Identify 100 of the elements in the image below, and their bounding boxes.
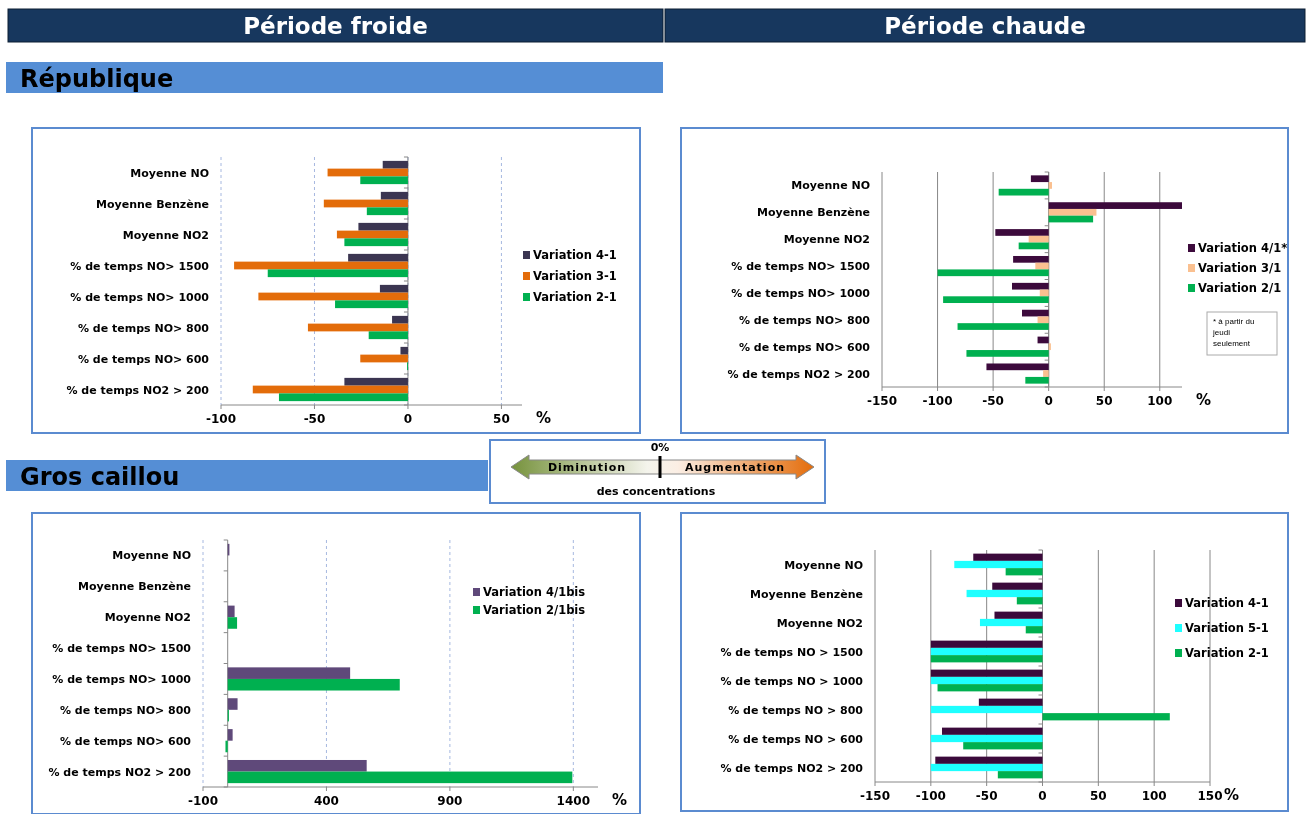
x-tick-label: -100 — [915, 789, 946, 803]
legend-label: Variation 3/1 — [1198, 261, 1282, 275]
x-tick-label: -50 — [975, 789, 998, 803]
y-tick-label: % de temps NO> 1500 — [731, 260, 871, 274]
chart-title: Gros caillou — [20, 463, 180, 491]
y-tick-label: Moyenne Benzène — [96, 197, 209, 211]
bar — [227, 771, 573, 784]
x-tick-label: 50 — [493, 412, 510, 426]
bar — [227, 698, 238, 710]
bar — [227, 729, 233, 741]
y-tick-label: % de temps NO2 > 200 — [720, 761, 864, 775]
legend-label: Variation 4-1 — [533, 248, 617, 262]
x-axis-title: % — [536, 409, 552, 427]
bar — [986, 363, 1049, 371]
x-tick-label: 50 — [1089, 789, 1107, 803]
legend-label: Variation 2/1bis — [483, 603, 586, 617]
legend-label: Variation 2-1 — [1185, 646, 1269, 660]
text: des concentrations — [596, 485, 716, 498]
text: Augmentation — [684, 461, 786, 474]
bar — [1035, 262, 1049, 270]
bar — [225, 740, 228, 753]
y-tick-label: % de temps NO > 600 — [728, 732, 864, 746]
y-tick-label: % de temps NO> 1000 — [70, 290, 210, 304]
chart-subtitle: Période chaude — [884, 13, 1086, 39]
y-tick-label: Moyenne NO2 — [783, 233, 870, 247]
bar — [998, 188, 1049, 196]
bar — [1048, 343, 1051, 351]
y-tick-label: Moyenne NO2 — [776, 616, 863, 630]
legend-label: Variation 2/1 — [1198, 281, 1282, 295]
legend-label: Variation 2-1 — [533, 290, 617, 304]
bar — [1048, 182, 1052, 189]
y-tick-label: Moyenne NO — [130, 166, 209, 180]
y-tick-label: Moyenne NO — [784, 558, 863, 572]
x-tick-label: 900 — [437, 794, 463, 808]
x-tick-label: 100 — [1141, 789, 1167, 803]
x-tick-label: 0 — [403, 412, 413, 426]
bar — [227, 678, 400, 691]
y-tick-label: % de temps NO> 1500 — [52, 642, 192, 656]
x-tick-label: 150 — [1197, 789, 1223, 803]
y-tick-label: Moyenne NO — [791, 179, 870, 193]
legend-label: Variation 4/1bis — [483, 585, 586, 599]
x-tick-label: 50 — [1095, 394, 1113, 408]
x-tick-label: -100 — [922, 394, 953, 408]
bar — [957, 323, 1049, 330]
legend-label: Variation 3-1 — [533, 269, 617, 283]
x-tick-label: 100 — [1147, 394, 1173, 408]
x-tick-label: 1400 — [556, 794, 591, 808]
bar — [943, 296, 1049, 304]
bar — [227, 759, 367, 772]
x-tick-label: -150 — [866, 394, 898, 408]
x-axis-title: % — [612, 791, 628, 809]
y-tick-label: % de temps NO> 800 — [59, 703, 192, 717]
chart-title: République — [20, 65, 174, 93]
y-tick-label: % de temps NO2 > 200 — [66, 383, 210, 397]
legend-label: Variation 4-1 — [1185, 596, 1269, 610]
bar — [1037, 316, 1049, 324]
text: Diminution — [547, 461, 627, 474]
x-axis-title: % — [1196, 391, 1212, 409]
y-tick-label: Moyenne Benzène — [757, 206, 870, 220]
bar — [1048, 202, 1182, 209]
x-axis-title: % — [1224, 786, 1240, 804]
y-tick-label: Moyenne NO2 — [122, 228, 209, 242]
bar — [1043, 370, 1049, 377]
bar — [1030, 175, 1049, 183]
bar — [1048, 208, 1097, 216]
y-tick-label: % de temps NO > 1500 — [720, 645, 864, 659]
x-tick-label: -50 — [303, 412, 326, 426]
x-tick-label: -50 — [982, 394, 1004, 408]
bar — [227, 667, 351, 679]
bar — [1022, 309, 1049, 317]
x-tick-label: -150 — [859, 789, 891, 803]
y-tick-label: Moyenne NO — [112, 549, 191, 563]
y-tick-label: % de temps NO> 1000 — [52, 672, 192, 686]
bar — [1013, 255, 1049, 263]
x-tick-label: 400 — [313, 794, 339, 808]
y-tick-label: Moyenne NO2 — [104, 611, 191, 625]
y-tick-label: % de temps NO2 > 200 — [727, 367, 871, 381]
y-tick-label: % de temps NO > 1000 — [720, 674, 864, 688]
bar — [995, 229, 1049, 236]
legend-label: Variation 5-1 — [1185, 621, 1269, 635]
x-tick-label: -100 — [187, 794, 219, 808]
bar — [966, 350, 1049, 357]
bar — [1012, 282, 1049, 290]
y-tick-label: % de temps NO> 1000 — [731, 286, 871, 300]
y-tick-label: % de temps NO> 600 — [738, 340, 871, 354]
text: * à partir du jeudi seulement — [1212, 317, 1255, 348]
y-tick-label: % de temps NO> 600 — [59, 734, 192, 748]
y-tick-label: % de temps NO> 800 — [738, 313, 871, 327]
bar — [227, 605, 235, 618]
y-tick-label: % de temps NO> 1500 — [70, 259, 210, 273]
text: 0% — [650, 441, 670, 454]
y-tick-label: % de temps NO > 800 — [728, 703, 864, 717]
bar — [1028, 235, 1049, 243]
x-tick-label: 0 — [1044, 394, 1053, 408]
y-tick-label: Moyenne Benzène — [750, 587, 863, 601]
bar — [227, 617, 238, 629]
y-tick-label: % de temps NO> 600 — [77, 352, 210, 366]
bar — [937, 269, 1049, 277]
x-tick-label: -100 — [205, 412, 237, 426]
y-tick-label: % de temps NO> 800 — [77, 321, 210, 335]
